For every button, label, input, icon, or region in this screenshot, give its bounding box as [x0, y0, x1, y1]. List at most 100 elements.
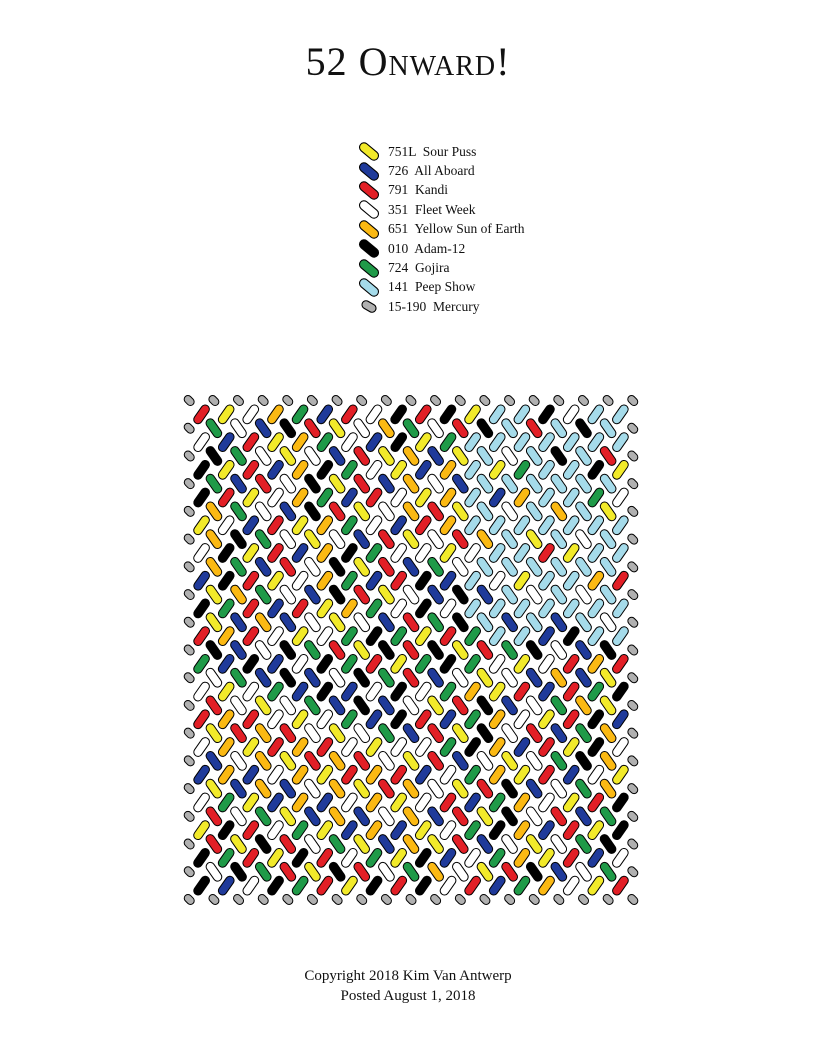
bead: [402, 806, 420, 827]
bead: [501, 501, 518, 522]
bead: [353, 612, 371, 633]
bead: [562, 459, 580, 480]
bead: [587, 487, 605, 508]
bead: [427, 751, 444, 771]
bead: [538, 626, 555, 646]
bead: [538, 737, 555, 757]
bead: [402, 418, 420, 439]
bead: [242, 848, 260, 868]
bead: [341, 543, 358, 563]
bead: [452, 723, 469, 744]
bead: [242, 764, 260, 785]
bead: [513, 626, 531, 646]
edge-bead: [553, 893, 565, 905]
bead: [242, 459, 260, 480]
bead: [612, 764, 629, 785]
bead: [575, 446, 592, 466]
bead: [414, 792, 432, 813]
page-title: 52 Onward!: [305, 39, 511, 84]
bead: [415, 626, 432, 646]
edge-bead: [183, 866, 195, 878]
bead: [230, 751, 247, 771]
bead: [464, 404, 481, 425]
bead: [427, 861, 444, 882]
bead: [402, 640, 420, 660]
bead: [562, 820, 580, 841]
legend-label: 726 All Aboard: [388, 163, 475, 179]
bead: [550, 723, 568, 744]
bead: [476, 861, 494, 882]
bead: [612, 792, 629, 813]
bead: [304, 418, 321, 439]
bead: [464, 515, 481, 536]
bead: [205, 723, 223, 744]
bead: [254, 612, 272, 633]
edge-bead: [430, 395, 442, 407]
bead: [316, 654, 334, 674]
bead: [599, 584, 617, 605]
bead: [427, 446, 444, 466]
bead: [476, 834, 494, 854]
bead: [599, 529, 617, 549]
edge-bead: [257, 893, 269, 905]
bead: [599, 667, 617, 688]
bead: [365, 654, 383, 674]
bead: [279, 778, 297, 799]
edge-bead: [183, 644, 195, 656]
bead: [390, 487, 408, 508]
edge-bead: [528, 395, 540, 407]
edge-bead: [183, 893, 195, 905]
edge-bead: [627, 838, 639, 850]
bead: [415, 459, 432, 480]
bead: [488, 792, 506, 813]
bead: [242, 737, 260, 757]
bead: [488, 626, 506, 646]
bead: [328, 861, 346, 882]
legend-swatch: [358, 220, 380, 239]
bead: [452, 612, 469, 633]
bead: [341, 875, 358, 896]
bead: [279, 612, 297, 633]
bead: [365, 598, 383, 619]
legend-label: 010 Adam-12: [388, 240, 466, 256]
legend-label: 141 Peep Show: [388, 279, 476, 295]
bead: [304, 861, 321, 882]
bead: [205, 529, 223, 549]
bead: [365, 681, 383, 702]
bead: [550, 612, 568, 633]
legend-swatch: [358, 181, 380, 200]
bead: [193, 792, 210, 813]
bead: [205, 640, 223, 660]
bead: [304, 695, 321, 716]
bead: [193, 626, 210, 646]
bead: [451, 556, 469, 577]
legend-label: 15-190 Mercury: [388, 298, 480, 314]
bead: [304, 584, 321, 605]
bead: [316, 737, 334, 757]
bead: [439, 543, 457, 563]
bead: [402, 695, 420, 716]
bead: [267, 737, 284, 757]
bead: [575, 751, 592, 771]
bead: [488, 848, 506, 868]
bead: [390, 764, 408, 785]
bead: [612, 681, 629, 702]
bead: [205, 806, 223, 827]
bead: [612, 875, 629, 896]
bead: [513, 404, 531, 425]
bead: [415, 487, 432, 508]
bead: [513, 654, 531, 674]
edge-bead: [627, 505, 639, 517]
edge-bead: [553, 395, 565, 407]
bead: [316, 404, 334, 425]
bead: [427, 695, 444, 716]
bead: [230, 640, 247, 660]
bead: [316, 792, 334, 813]
bead: [402, 473, 420, 494]
edge-bead: [578, 893, 590, 905]
bead: [513, 792, 531, 813]
bead: [242, 792, 260, 813]
posted-date-text: Posted August 1, 2018: [340, 988, 476, 1004]
edge-bead: [183, 699, 195, 711]
edge-bead: [183, 838, 195, 850]
